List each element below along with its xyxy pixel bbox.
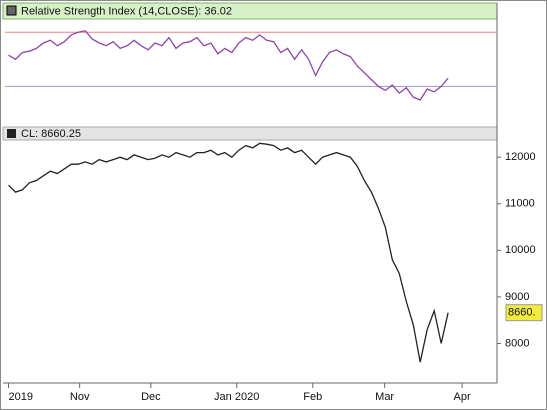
x-tick-label: Nov xyxy=(70,391,90,403)
price-line xyxy=(8,30,449,101)
x-tick-label: Apr xyxy=(454,391,471,403)
y-tick-label: 12000 xyxy=(505,151,536,163)
last-value-label: 8660. xyxy=(508,307,536,319)
y-tick-label: 10000 xyxy=(505,244,536,256)
y-tick-label: 11000 xyxy=(505,198,535,210)
price-line xyxy=(8,142,449,363)
x-tick-label: Mar xyxy=(375,391,394,403)
rsi-icon xyxy=(6,5,17,16)
price-title: CL: 8660.25 xyxy=(21,128,81,140)
x-tick-label: 2019 xyxy=(8,391,32,403)
price-icon xyxy=(7,129,16,138)
last-value-badge xyxy=(505,304,543,322)
x-tick-label: Jan 2020 xyxy=(214,391,259,403)
x-tick-label: Feb xyxy=(303,391,322,403)
rsi-title: Relative Strength Index (14,CLOSE): 36.0… xyxy=(21,5,232,17)
y-tick-label: 9000 xyxy=(505,291,529,303)
x-tick-label: Dec xyxy=(141,391,161,403)
y-tick-label: 8000 xyxy=(505,337,529,349)
